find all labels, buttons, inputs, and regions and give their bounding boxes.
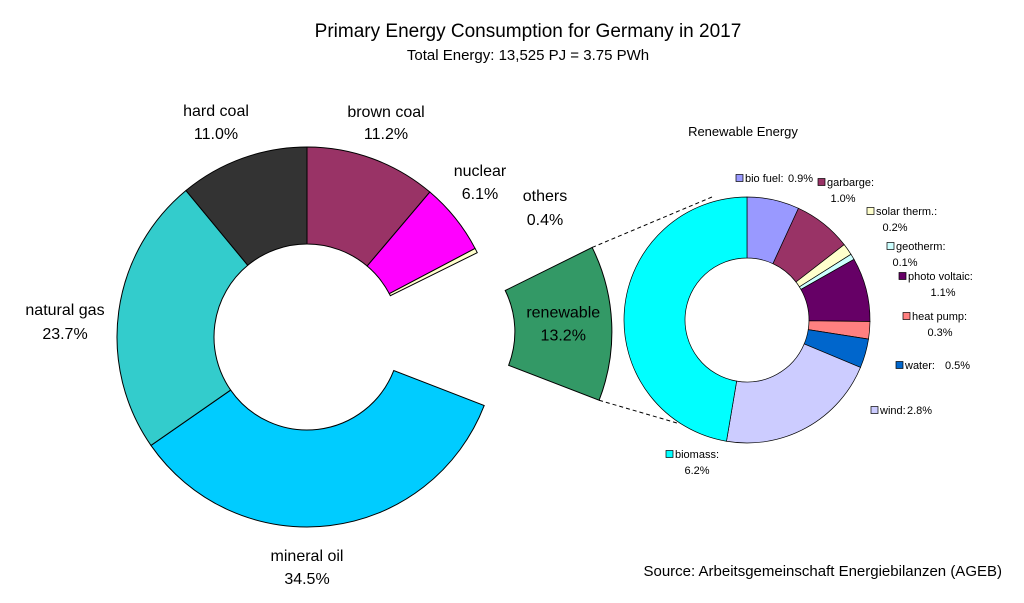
slice-others [388,247,478,297]
slice-value-mineral-oil: 34.5% [284,571,329,588]
slice-value-brown-coal: 11.2% [364,126,408,143]
renewable-chart-title: Renewable Energy [688,124,798,139]
main-pie [116,146,613,528]
slice-label-nuclear: nuclear [454,163,507,180]
slice-natural-gas [116,189,249,447]
renewable-legend-swatch-wind [870,406,879,414]
slice-label-others: others [523,188,567,205]
renewable-value-geotherm: 0.1% [892,257,917,269]
renewable-slice-biomass [623,196,748,442]
renewable-value-biomass: 6.2% [684,465,709,477]
renewable-label-water: water: [904,360,935,372]
chart-subtitle: Total Energy: 13,525 PJ = 3.75 PWh [407,47,649,64]
renewable-legend-swatch-water [895,361,904,369]
renewable-label-bio-fuel: bio fuel: [745,173,784,185]
renewable-legend-swatch-garbarge [817,178,826,186]
renewable-label-photo-voltaic: photo voltaic: [908,271,973,283]
connector-lines [591,196,713,424]
renewable-legend-swatch-solar-therm [866,207,875,215]
slice-value-nuclear: 6.1% [462,186,498,203]
renewable-value-garbarge: 1.0% [830,193,855,205]
slice-label-brown-coal: brown coal [347,104,424,121]
renewable-legend-swatch-biomass [665,450,674,458]
connector-line-top [591,196,713,248]
renewable-legend-swatch-photo-voltaic [898,272,907,280]
renewable-label-geotherm: geotherm: [896,241,946,253]
slice-label-hard-coal: hard coal [183,103,249,120]
renewable-pie [623,196,871,444]
source-note: Source: Arbeitsgemeinschaft Energiebilan… [643,563,1002,580]
chart-title: Primary Energy Consumption for Germany i… [315,21,742,42]
slice-value-natural-gas: 23.7% [42,326,87,343]
renewable-value-heat-pump: 0.3% [927,327,952,339]
renewable-value-bio-fuel: 0.9% [788,173,813,185]
slice-value-hard-coal: 11.0% [194,126,238,143]
renewable-label-wind: wind: [879,405,906,417]
renewable-legend-swatch-geotherm [886,242,895,250]
slice-value-others: 0.4% [527,212,563,229]
renewable-pie-labels: bio fuel: 0.9% garbarge: 1.0% solar therm.: 0… [665,173,973,477]
renewable-label-heat-pump: heat pump: [912,311,967,323]
renewable-label-biomass: biomass: [675,449,719,461]
main-pie-labels: brown coal 11.2% nuclear 6.1% others 0.4% rene… [25,103,600,588]
renewable-slice-wind [726,343,861,444]
renewable-label-solar-therm: solar therm.: [876,206,937,218]
slice-mineral-oil [150,369,485,528]
slice-label-mineral-oil: mineral oil [271,548,344,565]
renewable-value-water: 0.5% [945,360,970,372]
renewable-value-wind: 2.8% [907,405,932,417]
slice-value-renewable: 13.2% [541,327,586,344]
slice-label-renewable: renewable [526,304,600,321]
slice-renewable [504,246,613,401]
renewable-label-garbarge: garbarge: [827,177,874,189]
renewable-legend-swatch-heat-pump [902,312,911,320]
slice-label-natural-gas: natural gas [25,302,104,319]
renewable-value-solar-therm: 0.2% [882,222,907,234]
renewable-legend-swatch-bio-fuel [735,174,744,182]
renewable-value-photo-voltaic: 1.1% [930,287,955,299]
slice-hard-coal [185,146,308,267]
